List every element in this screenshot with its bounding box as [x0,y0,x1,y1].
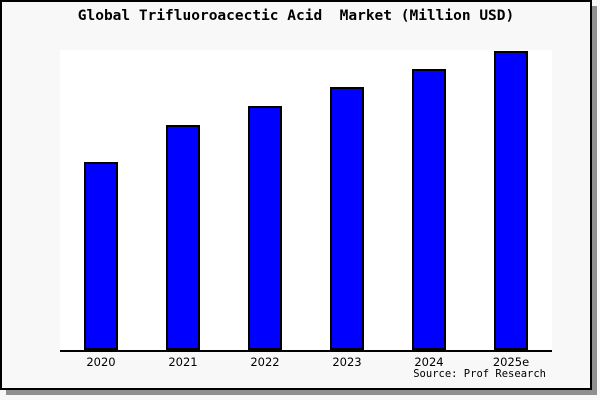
bar-2022 [248,106,282,350]
bar-2024 [412,69,446,350]
x-axis-label-2024: 2024 [414,355,444,369]
bar-2021 [166,125,200,350]
x-axis-label-2025e: 2025e [492,355,530,369]
bar-2023 [330,87,364,350]
x-axis-label-2023: 2023 [332,355,362,369]
bar-2025e [494,51,528,350]
x-axis-label-2022: 2022 [250,355,280,369]
bar-2020 [84,162,118,350]
x-axis-label-2020: 2020 [86,355,116,369]
source-text: Source: Prof Research [413,368,546,380]
plot-area [60,50,552,352]
chart-title: Global Trifluoroacectic Acid Market (Mil… [77,8,515,24]
chart-box: Global Trifluoroacectic Acid Market (Mil… [0,0,592,390]
x-axis-label-2021: 2021 [168,355,198,369]
